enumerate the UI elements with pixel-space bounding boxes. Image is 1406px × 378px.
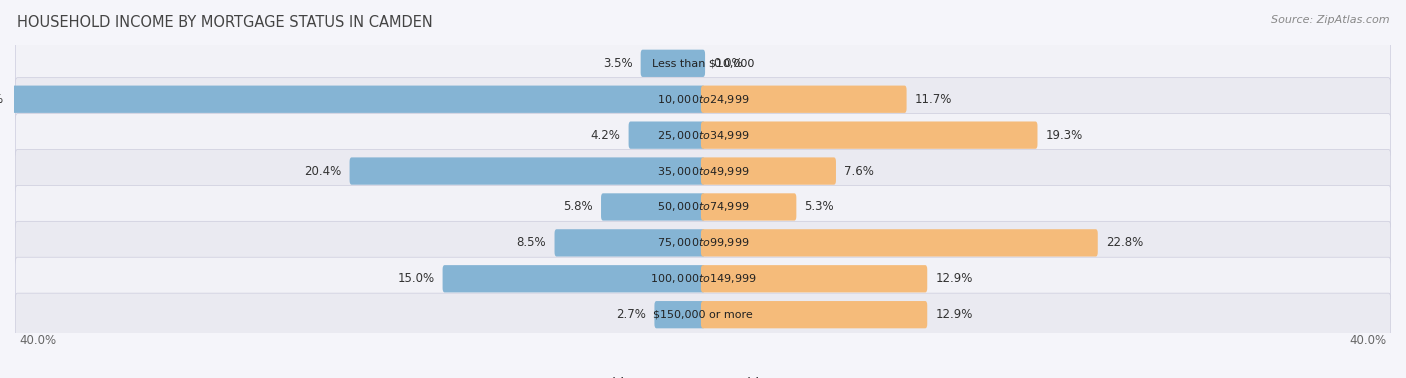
FancyBboxPatch shape	[702, 121, 1038, 149]
Text: $10,000 to $24,999: $10,000 to $24,999	[657, 93, 749, 106]
FancyBboxPatch shape	[15, 42, 1391, 85]
FancyBboxPatch shape	[702, 85, 907, 113]
Text: 2.7%: 2.7%	[616, 308, 647, 321]
FancyBboxPatch shape	[600, 193, 704, 221]
Text: 3.5%: 3.5%	[603, 57, 633, 70]
Text: $150,000 or more: $150,000 or more	[654, 310, 752, 320]
Text: $50,000 to $74,999: $50,000 to $74,999	[657, 200, 749, 214]
Text: 11.7%: 11.7%	[915, 93, 952, 106]
Text: 12.9%: 12.9%	[935, 272, 973, 285]
Text: 15.0%: 15.0%	[396, 272, 434, 285]
FancyBboxPatch shape	[15, 257, 1391, 300]
FancyBboxPatch shape	[702, 301, 927, 328]
FancyBboxPatch shape	[443, 265, 704, 293]
Text: $25,000 to $34,999: $25,000 to $34,999	[657, 129, 749, 142]
FancyBboxPatch shape	[702, 193, 796, 221]
FancyBboxPatch shape	[628, 121, 704, 149]
Text: $35,000 to $49,999: $35,000 to $49,999	[657, 164, 749, 178]
Text: 40.0%: 40.0%	[1350, 335, 1386, 347]
Text: 5.3%: 5.3%	[804, 200, 834, 214]
FancyBboxPatch shape	[554, 229, 704, 257]
FancyBboxPatch shape	[641, 50, 704, 77]
FancyBboxPatch shape	[15, 150, 1391, 193]
FancyBboxPatch shape	[702, 229, 1098, 257]
Text: Source: ZipAtlas.com: Source: ZipAtlas.com	[1271, 15, 1389, 25]
Text: 22.8%: 22.8%	[1107, 236, 1143, 249]
FancyBboxPatch shape	[15, 114, 1391, 157]
Text: HOUSEHOLD INCOME BY MORTGAGE STATUS IN CAMDEN: HOUSEHOLD INCOME BY MORTGAGE STATUS IN C…	[17, 15, 433, 30]
Text: 4.2%: 4.2%	[591, 129, 620, 142]
FancyBboxPatch shape	[702, 265, 927, 293]
FancyBboxPatch shape	[15, 78, 1391, 121]
FancyBboxPatch shape	[13, 85, 704, 113]
FancyBboxPatch shape	[702, 157, 837, 185]
FancyBboxPatch shape	[15, 186, 1391, 228]
Text: 5.8%: 5.8%	[564, 200, 593, 214]
FancyBboxPatch shape	[15, 222, 1391, 265]
Text: $100,000 to $149,999: $100,000 to $149,999	[650, 272, 756, 285]
Text: 0.0%: 0.0%	[713, 57, 742, 70]
Text: 40.0%: 40.0%	[0, 93, 4, 106]
FancyBboxPatch shape	[350, 157, 704, 185]
Text: 7.6%: 7.6%	[844, 164, 875, 178]
Text: 12.9%: 12.9%	[935, 308, 973, 321]
FancyBboxPatch shape	[15, 293, 1391, 336]
Legend: Without Mortgage, With Mortgage: Without Mortgage, With Mortgage	[582, 377, 824, 378]
Text: 20.4%: 20.4%	[304, 164, 342, 178]
Text: 8.5%: 8.5%	[516, 236, 547, 249]
Text: 19.3%: 19.3%	[1046, 129, 1083, 142]
Text: 40.0%: 40.0%	[20, 335, 56, 347]
Text: $75,000 to $99,999: $75,000 to $99,999	[657, 236, 749, 249]
FancyBboxPatch shape	[654, 301, 704, 328]
Text: Less than $10,000: Less than $10,000	[652, 58, 754, 68]
